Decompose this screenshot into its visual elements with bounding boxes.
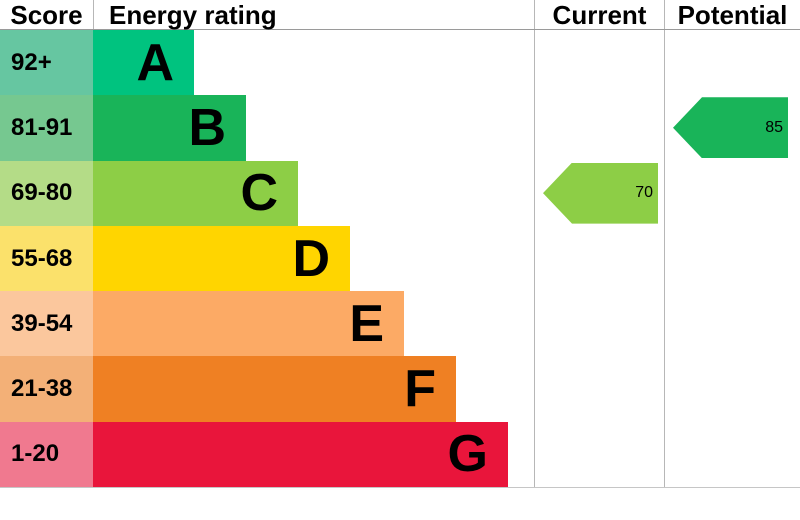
score-cell: 21-38: [0, 356, 93, 422]
score-label: 39-54: [11, 309, 73, 337]
rating-letter: D: [292, 229, 330, 288]
current-arrow: 70: [543, 162, 658, 224]
potential-cell: [664, 291, 800, 357]
current-cell: [534, 225, 664, 292]
score-label: 69-80: [11, 179, 73, 207]
rating-bar: A: [93, 30, 194, 96]
band-row-d: 55-68 D: [0, 225, 800, 292]
bar-cell: A: [93, 30, 534, 96]
score-cell: 81-91: [0, 95, 93, 161]
current-cell: [534, 291, 664, 357]
bar-cell: B: [93, 95, 534, 161]
current-cell: [534, 356, 664, 422]
score-cell: 39-54: [0, 291, 93, 357]
band-row-b: 81-91 B 85: [0, 95, 800, 161]
band-row-c: 69-80 C 70: [0, 160, 800, 226]
rating-letter: G: [447, 425, 488, 484]
potential-cell: [664, 160, 800, 226]
band-rows: 92+ A 81-91 B 85 69-80 C 70 55-68: [0, 30, 800, 489]
potential-cell: [664, 30, 800, 96]
header-score: Score: [10, 0, 83, 30]
rating-letter: A: [136, 33, 174, 92]
score-cell: 69-80: [0, 160, 93, 226]
potential-value: 85: [765, 118, 783, 136]
current-value: 70: [635, 184, 653, 202]
current-cell: 70: [534, 160, 664, 226]
rating-letter: F: [404, 360, 436, 419]
potential-cell: 85: [664, 95, 800, 161]
rating-letter: B: [188, 98, 226, 157]
band-row-f: 21-38 F: [0, 356, 800, 422]
current-cell: [534, 421, 664, 488]
rating-bar: F: [93, 356, 456, 422]
header-potential: Potential: [664, 0, 800, 29]
rating-bar: G: [93, 421, 508, 488]
header-current: Current: [534, 0, 664, 29]
score-label: 21-38: [11, 375, 73, 403]
rating-letter: C: [240, 164, 278, 223]
rating-bar: E: [93, 291, 404, 357]
score-label: 1-20: [11, 440, 60, 468]
current-cell: [534, 95, 664, 161]
rating-bar: C: [93, 160, 298, 226]
band-row-a: 92+ A: [0, 30, 800, 96]
chart-header-row: Score Energy rating Current Potential: [0, 0, 800, 30]
score-label: 92+: [11, 48, 52, 76]
rating-letter: E: [349, 294, 384, 353]
current-cell: [534, 30, 664, 96]
potential-cell: [664, 421, 800, 488]
potential-arrow: 85: [673, 97, 788, 159]
potential-cell: [664, 356, 800, 422]
potential-cell: [664, 225, 800, 292]
bar-cell: C: [93, 160, 534, 226]
band-row-e: 39-54 E: [0, 291, 800, 357]
score-label: 81-91: [11, 113, 73, 141]
rating-bar: B: [93, 95, 246, 161]
bar-cell: F: [93, 356, 534, 422]
bar-cell: D: [93, 225, 534, 292]
header-energy-rating: Energy rating: [93, 0, 534, 29]
score-label: 55-68: [11, 244, 73, 272]
bar-cell: G: [93, 421, 534, 488]
bar-cell: E: [93, 291, 534, 357]
score-cell: 92+: [0, 30, 93, 96]
band-row-g: 1-20 G: [0, 421, 800, 488]
rating-bar: D: [93, 225, 350, 292]
score-cell: 55-68: [0, 225, 93, 292]
score-cell: 1-20: [0, 421, 93, 488]
